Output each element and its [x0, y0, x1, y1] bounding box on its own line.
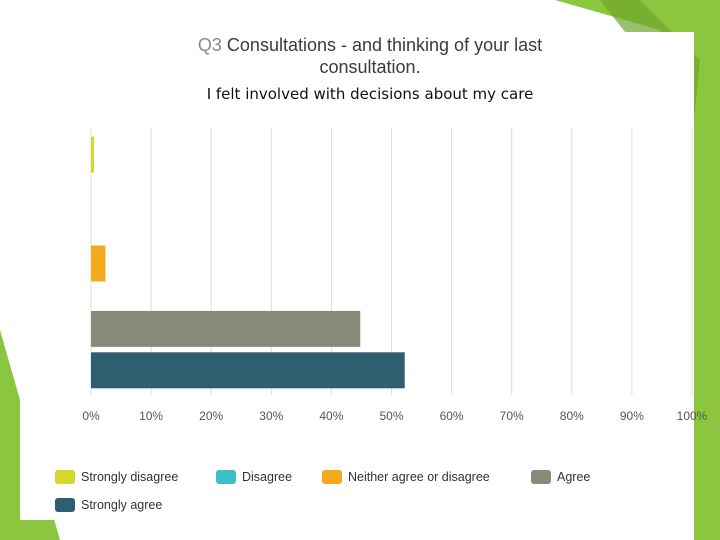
- x-tick-label: 100%: [677, 409, 708, 423]
- bar-strongly-agree: [91, 352, 405, 389]
- x-tick-label: 50%: [379, 409, 403, 423]
- legend-swatch-disagree: [216, 470, 236, 484]
- x-tick-label: 60%: [440, 409, 464, 423]
- x-tick-label: 30%: [259, 409, 283, 423]
- bar-agree: [91, 310, 361, 347]
- x-tick-label: 80%: [560, 409, 584, 423]
- chart-legend: Strongly disagree Disagree Neither agree…: [55, 470, 695, 520]
- bar-neither-agree-or-disagree: [91, 245, 106, 282]
- x-tick-label: 0%: [82, 409, 100, 423]
- legend-item-strongly-disagree: Strongly disagree: [55, 470, 178, 484]
- legend-item-disagree: Disagree: [216, 470, 292, 484]
- legend-swatch-neither: [322, 470, 342, 484]
- x-tick-label: 70%: [500, 409, 524, 423]
- legend-item-agree: Agree: [531, 470, 590, 484]
- legend-swatch-strongly-disagree: [55, 470, 75, 484]
- question-number: Q3: [197, 35, 222, 55]
- title-line-2: consultation.: [319, 57, 421, 77]
- legend-swatch-agree: [531, 470, 551, 484]
- chart-subtitle: I felt involved with decisions about my …: [206, 85, 534, 103]
- x-tick-label: 20%: [199, 409, 223, 423]
- legend-label-strongly-disagree: Strongly disagree: [81, 470, 179, 484]
- x-tick-label: 10%: [139, 409, 163, 423]
- x-tick-label: 40%: [319, 409, 343, 423]
- legend-label-neither: Neither agree or disagree: [348, 470, 490, 484]
- chart-title: Q3 Consultations - and thinking of your …: [120, 34, 620, 78]
- legend-item-neither: Neither agree or disagree: [322, 470, 490, 484]
- x-tick-label: 90%: [620, 409, 644, 423]
- legend-item-strongly-agree: Strongly agree: [55, 498, 162, 512]
- bar-strongly-disagree: [91, 136, 95, 173]
- legend-label-disagree: Disagree: [242, 470, 293, 484]
- title-line-1: Consultations - and thinking of your las…: [226, 35, 543, 55]
- slide-green-shape-right: [694, 90, 720, 540]
- legend-label-agree: Agree: [557, 470, 591, 484]
- legend-swatch-strongly-agree: [55, 498, 75, 512]
- legend-label-strongly-agree: Strongly agree: [81, 498, 163, 512]
